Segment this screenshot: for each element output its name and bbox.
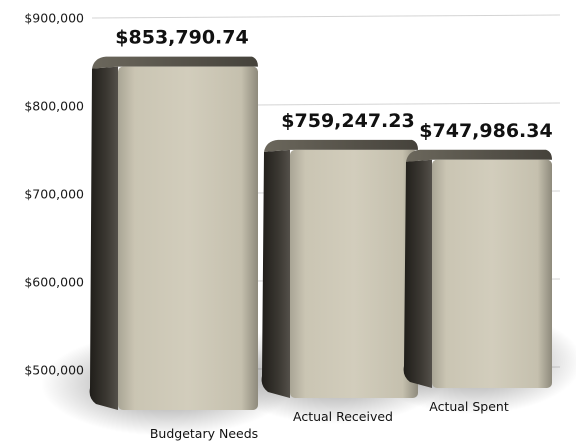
bar-side xyxy=(89,66,118,410)
value-label: $747,986.34 xyxy=(419,120,552,142)
bar xyxy=(89,56,258,410)
bar xyxy=(403,149,552,388)
bar-face xyxy=(118,66,258,410)
value-label: $853,790.74 xyxy=(115,27,248,49)
y-tick-label: $700,000 xyxy=(24,187,84,202)
labels: $500,000 $600,000 $700,000 $800,000 $900,000… xyxy=(24,11,552,441)
y-tick-label: $800,000 xyxy=(24,99,84,114)
y-tick-label: $900,000 xyxy=(24,11,84,26)
y-tick-label: $600,000 xyxy=(24,275,84,290)
bar xyxy=(261,139,418,398)
category-label: Actual Spent xyxy=(429,399,509,414)
bar-face xyxy=(290,149,418,398)
bar-top xyxy=(406,149,552,162)
bars xyxy=(89,56,552,410)
gridline xyxy=(91,14,561,19)
category-label: Actual Received xyxy=(293,409,393,424)
bar-top xyxy=(92,56,258,69)
bar-face xyxy=(432,159,552,388)
bar-side xyxy=(403,159,432,388)
y-tick-label: $500,000 xyxy=(24,363,84,378)
bar-side xyxy=(261,149,290,398)
value-label: $759,247.23 xyxy=(281,110,414,132)
bar-top xyxy=(264,139,418,152)
category-label: Budgetary Needs xyxy=(150,426,258,441)
